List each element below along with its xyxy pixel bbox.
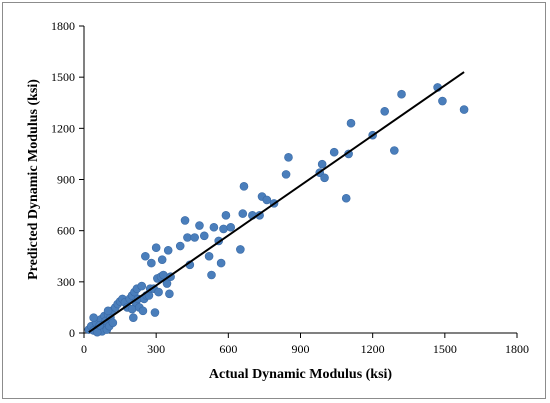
data-point (219, 224, 228, 234)
data-point (141, 251, 150, 261)
data-point (221, 211, 231, 220)
data-point (165, 289, 174, 299)
x-tick-label: 1800 (505, 342, 529, 356)
data-point (89, 313, 98, 322)
data-point (103, 306, 113, 316)
data-point (281, 170, 291, 179)
data-point (397, 89, 406, 99)
data-point (216, 258, 226, 268)
y-tick-label: 1500 (51, 70, 75, 84)
x-tick-label: 600 (219, 342, 237, 356)
data-point (180, 216, 190, 225)
data-point (239, 182, 249, 191)
y-axis-label: Predicted Dynamic Modulus (ksi) (26, 79, 41, 280)
data-point (138, 306, 148, 316)
x-tick-label: 1200 (361, 342, 385, 356)
data-point (262, 195, 272, 205)
y-tick-label: 1800 (51, 19, 75, 33)
trend-line (88, 71, 465, 333)
y-tick-label: 900 (57, 173, 75, 187)
data-point (108, 318, 118, 328)
data-point (380, 106, 389, 116)
data-point (390, 146, 399, 155)
data-point (190, 233, 199, 242)
chart-frame: 0 300 600 900 1200 1500 1800 0 300 600 900 1200 1500… (2, 2, 546, 399)
x-tick-label: 900 (292, 342, 310, 356)
data-point (183, 233, 192, 242)
data-point (207, 270, 216, 280)
data-point (236, 245, 245, 254)
data-point (163, 245, 173, 255)
axes (79, 25, 518, 338)
scatter-chart: 0 300 600 900 1200 1500 1800 0 300 600 900 1200 1500… (26, 19, 529, 382)
data-point (162, 279, 172, 288)
data-point (317, 159, 327, 169)
x-tick-label: 300 (147, 342, 165, 356)
x-tick-label: 0 (81, 342, 87, 356)
x-tick-label: 1500 (433, 342, 457, 356)
data-point (137, 281, 147, 291)
data-point (438, 96, 447, 106)
data-point (329, 147, 339, 157)
data-point (150, 308, 160, 317)
data-point (320, 173, 329, 183)
y-tick-label: 0 (69, 326, 75, 340)
data-point (209, 222, 219, 232)
data-point (151, 243, 161, 253)
trend-line-group (88, 71, 465, 333)
data-point (157, 255, 167, 264)
x-axis-label: Actual Dynamic Modulus (ksi) (209, 367, 393, 382)
data-point (147, 258, 156, 268)
data-point (346, 118, 356, 128)
data-point (226, 222, 236, 232)
data-point (459, 105, 469, 114)
data-point (195, 221, 204, 230)
tick-labels: 0 300 600 900 1200 1500 1800 0 300 600 900 1200 1500… (51, 19, 529, 356)
data-point (175, 241, 185, 251)
data-point (341, 193, 351, 203)
y-tick-label: 1200 (51, 121, 75, 135)
data-point (154, 287, 163, 297)
data-point (238, 209, 248, 218)
data-points (84, 83, 469, 337)
y-tick-label: 300 (57, 275, 75, 289)
data-point (284, 153, 293, 162)
data-point (129, 313, 138, 322)
data-point (199, 231, 209, 241)
data-point (204, 251, 214, 261)
y-tick-label: 600 (57, 224, 75, 238)
